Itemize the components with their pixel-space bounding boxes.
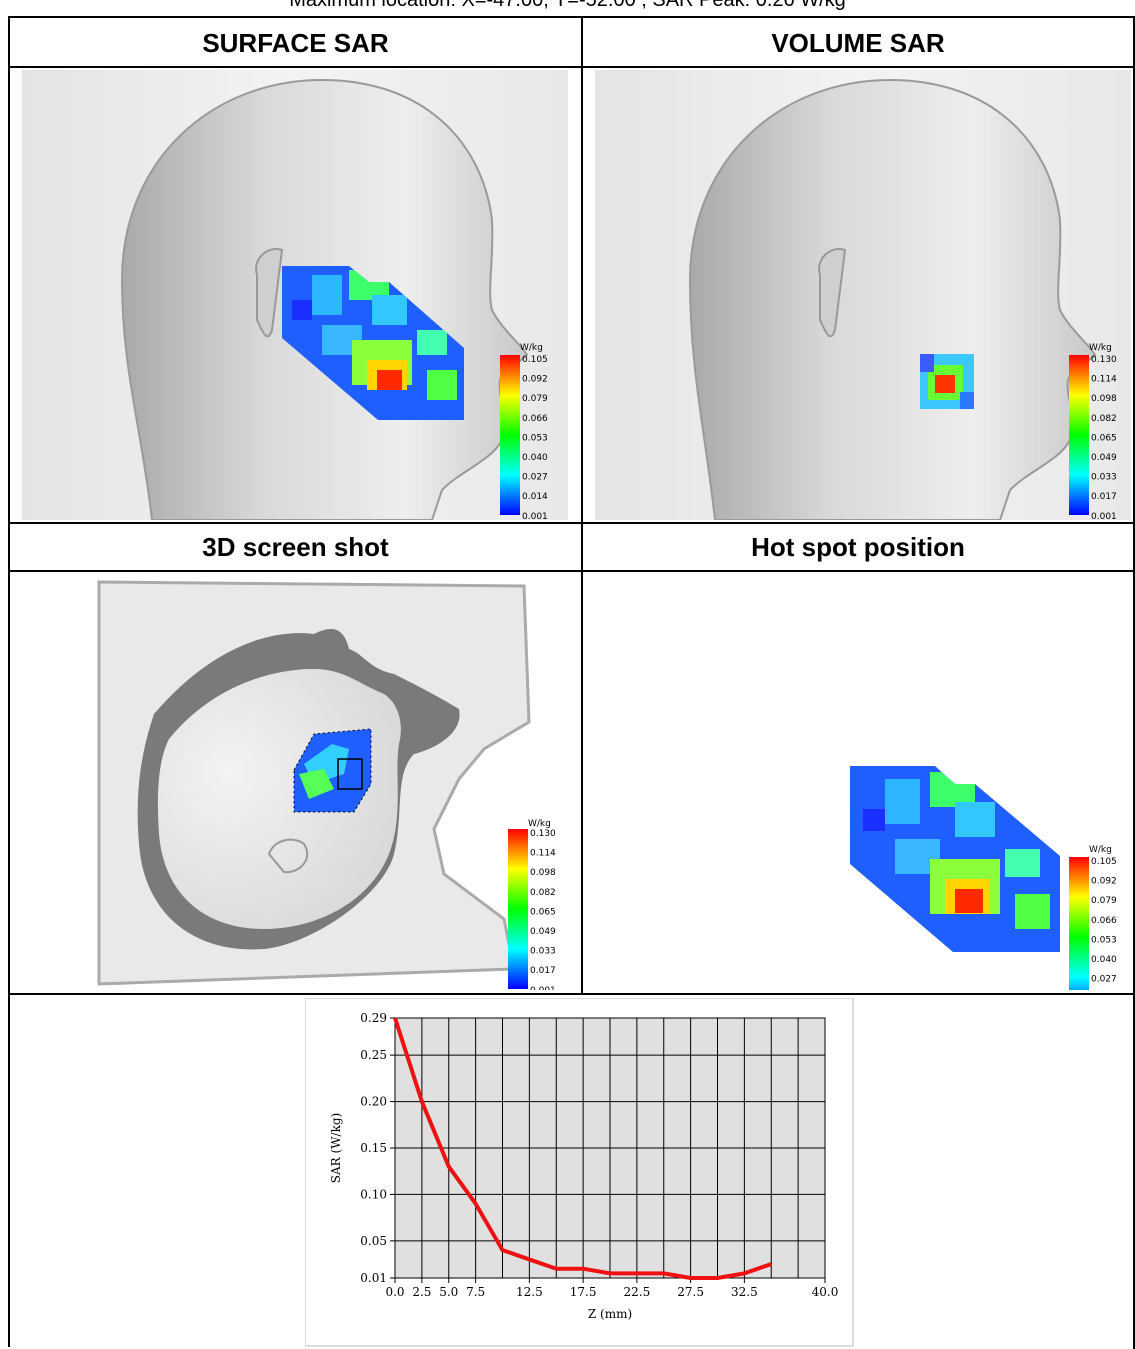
x-tick-label: 2.5 [412,1285,431,1299]
colorbar-tick-label: 0.014 [522,492,548,502]
volume-sar-header: VOLUME SAR [771,28,945,58]
colorbar-tick-label: 0.040 [522,453,548,463]
screenshot-3d-header: 3D screen shot [202,532,389,562]
y-tick-label: 0.10 [360,1187,387,1201]
colorbar-tick-label: 0.027 [1091,975,1117,985]
y-tick-label: 0.29 [360,1011,387,1025]
colorbar-tick-label: 0.114 [1091,375,1117,385]
sar-z-chart: 0.29 0.25 0.20 0.15 0.10 0.05 0.01 0.0 2.5 5.0 7.5… [305,998,855,1348]
surface-sar-panel: W/kg 0.105 0.092 0.079 0.066 0.053 0.040 0.027… [22,70,568,520]
colorbar-tick-label: 0.105 [522,355,548,365]
colorbar [1069,355,1089,515]
y-tick-label: 0.01 [360,1271,387,1285]
x-tick-label: 17.5 [570,1285,597,1299]
page-caption: Maximum location: X=-47.00, Y=-52.00 ; S… [289,0,846,11]
colorbar-tick-label: 0.049 [530,927,556,937]
colorbar [508,829,528,989]
colorbar-tick-label: 0.092 [1091,877,1117,887]
x-tick-label: 40.0 [812,1285,839,1299]
x-tick-label: 32.5 [731,1285,758,1299]
colorbar-tick-label: 0.065 [1091,433,1117,443]
colorbar-tick-label: 0.082 [530,888,556,898]
results-table: SURFACE SAR VOLUME SAR 3D screen shot Ho… [8,16,1135,1349]
x-tick-label: 27.5 [677,1285,704,1299]
colorbar-tick-label: 0.040 [1091,955,1117,965]
x-axis-label: Z (mm) [588,1307,632,1321]
x-tick-label: 7.5 [466,1285,485,1299]
colorbar-tick-label: 0.066 [1091,916,1117,926]
colorbar-tick-label: 0.066 [522,414,548,424]
surface-sar-header: SURFACE SAR [202,28,389,58]
x-tick-label: 5.0 [439,1285,458,1299]
hotspot-header: Hot spot position [751,532,965,562]
colorbar-tick-label: 0.130 [530,829,556,839]
colorbar-tick-label: 0.082 [1091,414,1117,424]
sar-3d-overlay [293,728,372,813]
head-silhouette [688,78,1097,520]
hotspot-map [850,766,1060,952]
colorbar-tick-label: 0.027 [522,473,548,483]
colorbar-tick-label: 0.079 [1091,896,1117,906]
colorbar-tick-label: 0.001 [522,512,548,520]
y-axis-label: SAR (W/kg) [329,1113,343,1183]
hotspot-panel: W/kg 0.105 0.092 0.079 0.066 0.053 0.040 0.027… [595,574,1131,990]
x-tick-label: 0.0 [385,1285,404,1299]
colorbar [1069,857,1089,990]
colorbar-tick-label: 0.065 [530,907,556,917]
screenshot-3d-panel: W/kg 0.130 0.114 0.098 0.082 0.065 0.049 0.033… [14,574,574,990]
y-tick-label: 0.25 [360,1048,387,1062]
sar-line [393,1017,772,1280]
y-tick-label: 0.15 [360,1141,387,1155]
colorbar-tick-label: 0.053 [1091,935,1117,945]
colorbar-tick-label: 0.053 [522,433,548,443]
colorbar-tick-label: 0.033 [530,947,556,957]
colorbar-tick-label: 0.001 [1091,512,1117,520]
colorbar-tick-label: 0.033 [1091,473,1117,483]
colorbar-tick-label: 0.049 [1091,453,1117,463]
colorbar-tick-label: 0.079 [522,394,548,404]
colorbar-tick-label: 0.130 [1091,355,1117,365]
y-tick-label: 0.05 [360,1234,387,1248]
colorbar-tick-label: 0.105 [1091,857,1117,867]
x-tick-label: 12.5 [516,1285,543,1299]
colorbar-unit: W/kg [1089,343,1112,353]
volume-sar-panel: W/kg 0.130 0.114 0.098 0.082 0.065 0.049 0.033… [595,70,1131,520]
colorbar-tick-label: 0.092 [522,375,548,385]
colorbar-tick-label: 0.017 [530,966,556,976]
colorbar-tick-label: 0.098 [530,868,556,878]
colorbar [500,355,520,515]
colorbar-unit: W/kg [520,343,543,353]
colorbar-tick-label: 0.001 [530,986,556,990]
colorbar-unit: W/kg [528,819,551,829]
colorbar-unit: W/kg [1089,845,1112,855]
colorbar-tick-label: 0.017 [1091,492,1117,502]
colorbar-tick-label: 0.114 [530,849,556,859]
colorbar-tick-label: 0.098 [1091,394,1117,404]
x-tick-label: 22.5 [624,1285,651,1299]
volume-sar-cube [920,354,974,409]
y-tick-label: 0.20 [360,1095,387,1109]
